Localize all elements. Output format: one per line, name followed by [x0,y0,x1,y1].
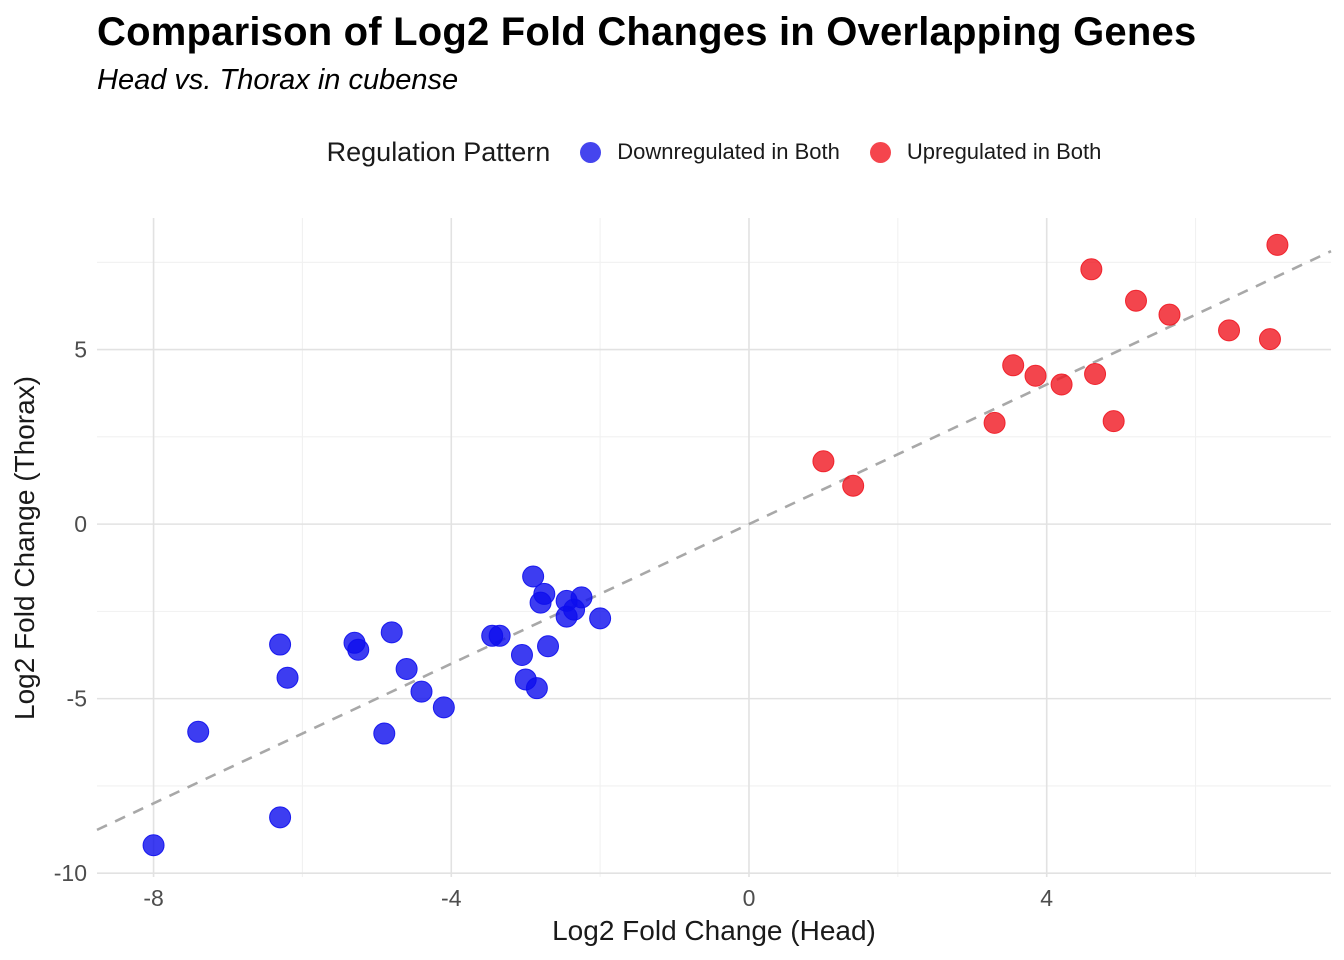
data-point-downregulated [522,565,545,588]
data-point-downregulated [142,834,165,857]
data-point-downregulated [488,624,511,647]
x-tick-label: 4 [1040,885,1053,911]
data-point-downregulated [276,666,299,689]
legend-title: Regulation Pattern [326,136,551,167]
data-point-downregulated [555,605,578,628]
data-point-downregulated [589,607,612,630]
legend-item-label: Upregulated in Both [906,139,1102,164]
data-point-upregulated [1158,303,1181,326]
data-point-upregulated [842,474,865,497]
data-point-downregulated [525,677,548,700]
data-point-upregulated [1102,410,1125,433]
data-point-upregulated [1218,319,1241,342]
data-point-downregulated [510,644,533,667]
legend: Regulation Pattern Downregulated in Both… [97,128,1331,176]
y-tick-label: -10 [54,860,87,886]
data-point-downregulated [537,635,560,658]
data-point-downregulated [432,696,455,719]
data-point-downregulated [373,722,396,745]
legend-item-label: Downregulated in Both [617,139,840,164]
legend-key-red-circle [869,141,891,163]
data-point-upregulated [1266,233,1289,256]
y-tick-label: 0 [74,511,87,537]
chart-subtitle: Head vs. Thorax in cubense [97,64,459,96]
data-point-downregulated [347,638,370,661]
data-point-downregulated [187,720,210,743]
data-point-downregulated [395,657,418,680]
data-point-upregulated [1258,328,1281,351]
data-point-upregulated [1002,354,1025,377]
plot-content: -8 -4 0 4 -10 -5 0 5 [54,218,1332,911]
legend-item-downregulated: Downregulated in Both [580,139,840,165]
data-point-downregulated [269,633,292,656]
data-point-downregulated [410,680,433,703]
data-point-upregulated [1084,363,1107,386]
x-tick-label: -8 [143,885,163,911]
data-point-upregulated [812,450,835,473]
data-point-upregulated [1050,373,1073,396]
x-tick-label: 0 [743,885,756,911]
data-point-upregulated [1080,258,1103,281]
chart-title: Comparison of Log2 Fold Changes in Overl… [97,10,1197,54]
data-point-upregulated [1125,289,1148,312]
legend-item-upregulated: Upregulated in Both [869,139,1102,165]
data-point-downregulated [529,591,552,614]
data-point-upregulated [983,411,1006,434]
data-point-downregulated [380,621,403,644]
x-axis-title: Log2 Fold Change (Head) [552,915,876,946]
y-tick-label: 5 [74,337,87,363]
y-tick-label: -5 [67,686,87,712]
identity-reference-line [96,249,1332,832]
legend-key-blue-circle [580,141,602,163]
data-point-downregulated [269,806,292,829]
y-axis-title: Log2 Fold Change (Thorax) [9,376,40,720]
x-tick-label: -4 [441,885,462,911]
data-point-upregulated [1024,364,1047,387]
